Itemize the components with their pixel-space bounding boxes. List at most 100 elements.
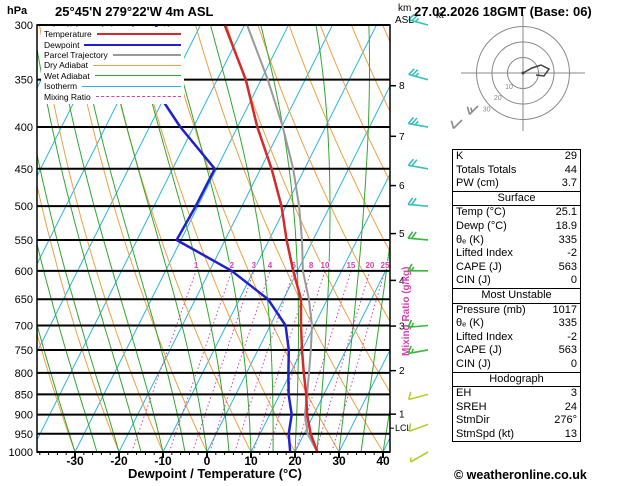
altitude-axis-unit-asl: ASL <box>395 15 414 26</box>
legend-label: Wet Adiabat <box>44 70 90 81</box>
dewpoint-curve <box>147 25 293 452</box>
wet-adiabat-line <box>360 239 390 452</box>
table-row-value: 0 <box>570 274 577 287</box>
wind-barb <box>408 423 429 432</box>
table-row-label: Temp (°C) <box>456 206 506 219</box>
wind-barb <box>408 68 429 81</box>
table-row: θₑ (K) 335 <box>453 317 580 331</box>
wet-adiabat-line <box>315 25 331 452</box>
km-tick-label: 7 <box>399 132 405 143</box>
wind-barb <box>407 231 429 241</box>
legend-label: Dry Adiabat <box>44 60 88 71</box>
legend-item-dewpoint: Dewpoint <box>44 39 181 50</box>
mixing-ratio-line <box>131 270 197 452</box>
table-row: Lifted Index -2 <box>453 247 580 261</box>
legend-line-sample <box>84 43 181 46</box>
temp-tick-label: -10 <box>154 454 172 468</box>
table-row: EH 3 <box>453 387 580 401</box>
legend-line-sample <box>112 53 181 56</box>
dry-adiabat-line <box>163 25 340 452</box>
legend-label: Isotherm <box>44 81 78 92</box>
legend-line-sample <box>95 96 181 98</box>
mixing-ratio-axis-label: Mixing Ratio (g/kg) <box>401 267 412 356</box>
pressure-tick-label: 850 <box>15 389 33 401</box>
table-row: CAPE (J) 563 <box>453 344 580 358</box>
table-row-value: 25.1 <box>555 206 577 219</box>
legend-item-parcel-trajectory: Parcel Trajectory <box>44 50 181 60</box>
pressure-tick-label: 900 <box>15 410 33 422</box>
temp-tick-label: 0 <box>204 454 211 468</box>
pressure-tick-label: 500 <box>15 201 33 213</box>
table-row: Totals Totals 44 <box>453 164 580 178</box>
table-row-value: 276° <box>554 414 577 427</box>
mixing-ratio-value-label: 10 <box>321 261 330 270</box>
legend-item-wet-adiabat: Wet Adiabat <box>44 71 181 81</box>
wind-barb-column <box>407 13 429 463</box>
wind-barb <box>407 116 429 128</box>
legend-item-temperature: Temperature <box>44 29 181 39</box>
legend-item-mixing-ratio: Mixing Ratio <box>44 91 181 102</box>
table-row: Pressure (mb) 1017 <box>453 304 580 318</box>
chart-legend: Temperature Dewpoint Parcel Trajectory Dry … <box>41 27 184 104</box>
legend-line-sample <box>96 33 181 36</box>
table-section-title: Most Unstable <box>453 287 580 304</box>
table-row-value: 0 <box>570 357 577 370</box>
pressure-tick-label: 600 <box>15 266 33 278</box>
wet-adiabat-line <box>37 152 120 452</box>
lcl-label: LCL <box>395 423 412 433</box>
km-tick-label: 1 <box>399 410 405 421</box>
pressure-tick-label: 400 <box>15 122 33 134</box>
table-row-label: StmSpd (kt) <box>456 427 515 440</box>
legend-label: Temperature <box>44 29 92 40</box>
legend-line-sample <box>82 85 181 87</box>
indices-table: K 29 Totals Totals 44 PW (cm) 3.7 Surface Temp … <box>452 149 581 443</box>
isotherm-line <box>338 348 390 452</box>
isotherm-line <box>206 84 390 452</box>
mixing-ratio-line <box>234 270 295 452</box>
table-row-label: PW (cm) <box>456 177 499 190</box>
table-row-value: -2 <box>567 330 577 343</box>
table-row-label: StmDir <box>456 414 490 427</box>
station-title: 25°45'N 279°22'W 4m ASL <box>55 4 214 19</box>
hodograph-unit-label: kt <box>436 10 444 21</box>
wet-adiabat-line <box>382 405 390 452</box>
copyright: © weatheronline.co.uk <box>454 468 587 482</box>
isotherm-line <box>162 25 377 452</box>
km-tick-label: 8 <box>399 81 405 92</box>
wind-barb <box>407 263 428 272</box>
wind-barb <box>466 105 479 116</box>
table-row: StmDir 276° <box>453 414 580 428</box>
legend-item-dry-adiabat: Dry Adiabat <box>44 60 181 70</box>
temp-tick-label: -20 <box>110 454 128 468</box>
hodograph-ring-label: 20 <box>494 95 502 102</box>
wind-barb <box>407 197 429 207</box>
table-row-label: Lifted Index <box>456 330 513 343</box>
mixing-ratio-value-label: 25 <box>381 261 390 270</box>
parcel-trajectory-curve <box>246 25 319 452</box>
table-row-value: 24 <box>564 400 577 413</box>
isotherm-line <box>37 25 245 442</box>
wind-barb <box>407 345 429 355</box>
pressure-tick-label: 800 <box>15 368 33 380</box>
mixing-ratio-value-label: 3 <box>252 261 257 270</box>
wet-adiabat-line <box>167 25 252 452</box>
table-row-value: 563 <box>558 344 577 357</box>
table-row-label: Dewp (°C) <box>456 219 507 232</box>
table-row-value: -2 <box>567 247 577 260</box>
x-axis-label: Dewpoint / Temperature (°C) <box>128 466 302 481</box>
mixing-ratio-value-label: 2 <box>230 261 235 270</box>
dry-adiabat-line <box>37 332 76 452</box>
table-row-value: 3.7 <box>561 177 577 190</box>
hodograph-ring-label: 10 <box>505 84 513 91</box>
mixing-ratio-line <box>192 270 255 452</box>
wet-adiabat-line <box>209 25 274 452</box>
mixing-ratio-line <box>209 270 271 452</box>
table-row: CAPE (J) 563 <box>453 261 580 275</box>
mixing-ratio-value-label: 8 <box>309 261 314 270</box>
mixing-ratio-value-label: 15 <box>346 261 355 270</box>
hodograph-trace <box>522 64 551 77</box>
pressure-axis-unit: hPa <box>7 5 28 17</box>
table-row-label: Pressure (mb) <box>456 303 526 316</box>
